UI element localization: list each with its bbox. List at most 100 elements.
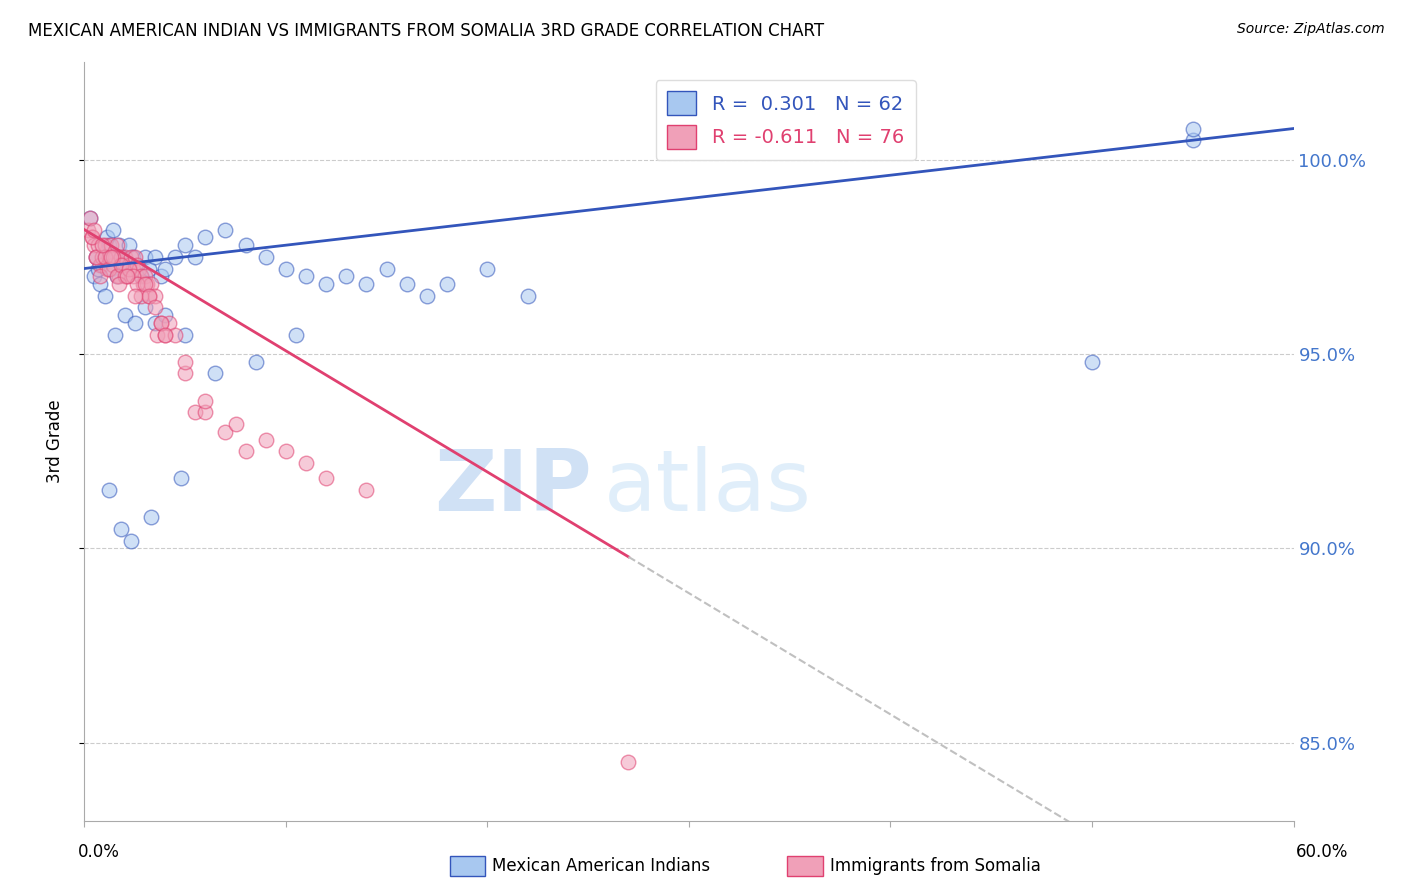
Point [315, 471, 337, 485]
Point [138, 289, 160, 303]
Point [91, 238, 114, 252]
Point [477, 261, 499, 276]
Point [121, 261, 143, 276]
Point [110, 522, 132, 536]
Point [125, 261, 148, 276]
Point [86, 250, 108, 264]
Point [107, 238, 129, 252]
Point [274, 444, 297, 458]
Point [110, 258, 132, 272]
Point [79, 211, 101, 225]
Point [86, 250, 108, 264]
Text: atlas: atlas [605, 445, 813, 529]
Point [174, 367, 197, 381]
Point [118, 258, 141, 272]
Point [128, 261, 150, 276]
Point [285, 327, 308, 342]
Point [104, 250, 127, 264]
Point [335, 269, 357, 284]
Point [617, 756, 640, 770]
Point [82, 230, 104, 244]
Point [134, 250, 156, 264]
Point [174, 355, 197, 369]
Text: MEXICAN AMERICAN INDIAN VS IMMIGRANTS FROM SOMALIA 3RD GRADE CORRELATION CHART: MEXICAN AMERICAN INDIAN VS IMMIGRANTS FR… [28, 22, 824, 40]
Point [214, 425, 236, 439]
Point [129, 269, 152, 284]
Point [89, 269, 111, 284]
Point [124, 289, 146, 303]
Point [100, 261, 122, 276]
Point [194, 230, 217, 244]
Point [110, 250, 132, 264]
Point [121, 269, 143, 284]
Point [120, 533, 142, 548]
Point [295, 456, 318, 470]
Point [143, 316, 166, 330]
Point [174, 238, 197, 252]
Point [295, 269, 318, 284]
Point [129, 269, 152, 284]
Text: 0.0%: 0.0% [77, 843, 120, 861]
Point [107, 269, 129, 284]
Point [93, 289, 115, 303]
Point [134, 301, 156, 315]
Point [105, 238, 128, 252]
Point [436, 277, 458, 291]
Point [153, 261, 176, 276]
Point [138, 289, 160, 303]
Point [153, 308, 176, 322]
Point [129, 289, 152, 303]
Point [124, 316, 146, 330]
Point [105, 269, 128, 284]
Point [170, 471, 193, 485]
Point [184, 250, 207, 264]
Point [91, 250, 114, 264]
Point [104, 250, 127, 264]
Point [96, 261, 118, 276]
Legend: R =  0.301   N = 62, R = -0.611   N = 76: R = 0.301 N = 62, R = -0.611 N = 76 [655, 79, 915, 161]
Text: Mexican American Indians: Mexican American Indians [492, 857, 710, 875]
Point [87, 261, 110, 276]
Point [97, 250, 120, 264]
Point [89, 277, 111, 291]
Point [97, 483, 120, 497]
Point [89, 258, 111, 272]
Point [194, 405, 217, 419]
Point [101, 258, 124, 272]
Point [100, 238, 122, 252]
Point [134, 269, 156, 284]
Point [134, 277, 156, 291]
Point [516, 289, 538, 303]
Point [135, 277, 157, 291]
Point [114, 269, 136, 284]
Point [146, 327, 169, 342]
Point [91, 258, 114, 272]
Point [83, 238, 105, 252]
Point [254, 433, 277, 447]
Point [114, 258, 136, 272]
Point [194, 393, 217, 408]
Point [153, 327, 176, 342]
Point [101, 222, 124, 236]
Point [149, 269, 172, 284]
Point [93, 250, 115, 264]
Point [139, 277, 162, 291]
Point [356, 277, 378, 291]
Point [115, 269, 138, 284]
Point [143, 301, 166, 315]
Point [124, 250, 146, 264]
Point [97, 238, 120, 252]
Point [114, 250, 136, 264]
Point [83, 222, 105, 236]
Y-axis label: 3rd Grade: 3rd Grade [45, 400, 63, 483]
Point [132, 277, 155, 291]
Point [79, 211, 101, 225]
Text: Immigrants from Somalia: Immigrants from Somalia [830, 857, 1040, 875]
Point [1181, 121, 1204, 136]
Point [165, 327, 187, 342]
Point [111, 258, 134, 272]
Point [115, 269, 138, 284]
Point [149, 316, 172, 330]
Point [225, 417, 247, 431]
Point [120, 250, 142, 264]
